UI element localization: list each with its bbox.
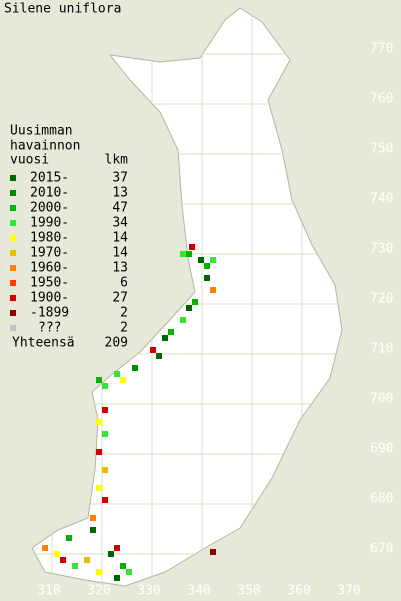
legend-swatch [10,235,16,241]
legend-swatch [10,265,16,271]
legend-label: 2015- [30,171,69,186]
x-axis-label: 370 [337,584,360,599]
x-axis-label: 350 [237,584,260,599]
legend-count: 34 [112,216,128,231]
legend-count: 2 [120,321,128,336]
legend-swatch [10,175,16,181]
legend-count: 37 [112,171,128,186]
legend-count: 13 [112,261,128,276]
legend-swatch [10,250,16,256]
legend-swatch [10,325,16,331]
x-axis-label: 320 [87,584,110,599]
x-axis-label: 360 [287,584,310,599]
y-axis-label: 730 [370,242,393,257]
legend: Uusimman havainnon vuosi lkm 2015- 37 2010… [10,124,128,351]
legend-swatch [10,310,16,316]
legend-swatch [10,205,16,211]
legend-count: 14 [112,246,128,261]
x-axis-label: 330 [137,584,160,599]
legend-label: -1899 [30,306,69,321]
legend-label: ??? [38,321,61,336]
legend-swatch [10,295,16,301]
y-axis-label: 720 [370,292,393,307]
y-axis-label: 700 [370,392,393,407]
legend-header: Uusimman [10,124,73,139]
y-axis-label: 680 [370,492,393,507]
y-axis-label: 670 [370,542,393,557]
finland-outline [31,7,343,587]
y-axis-label: 740 [370,192,393,207]
y-axis-label: 750 [370,142,393,157]
y-axis-label: 710 [370,342,393,357]
legend-swatch [10,220,16,226]
legend-column: lkm [105,153,129,168]
legend-label: 2010- [30,186,69,201]
legend-count: 6 [120,276,128,291]
legend-count: 14 [112,231,128,246]
total-label: Yhteensä [12,336,75,351]
legend-label: 1980- [30,231,69,246]
legend-column: vuosi [10,153,49,168]
legend-swatch [10,280,16,286]
legend-label: 1970- [30,246,69,261]
y-axis-label: 760 [370,92,393,107]
legend-count: 47 [112,201,128,216]
legend-count: 13 [112,186,128,201]
x-axis-label: 310 [37,584,60,599]
y-axis-label: 770 [370,42,393,57]
x-axis-label: 340 [187,584,210,599]
observation-squares [42,244,216,581]
legend-label: 1960- [30,261,69,276]
legend-label: 1900- [30,291,69,306]
legend-label: 1950- [30,276,69,291]
legend-label: 2000- [30,201,69,216]
title: Silene uniflora [4,2,121,17]
legend-count: 2 [120,306,128,321]
y-axis-label: 690 [370,442,393,457]
legend-header: havainnon [10,139,80,154]
legend-swatch [10,190,16,196]
legend-count: 27 [112,291,128,306]
legend-label: 1990- [30,216,69,231]
total-count: 209 [105,336,128,351]
